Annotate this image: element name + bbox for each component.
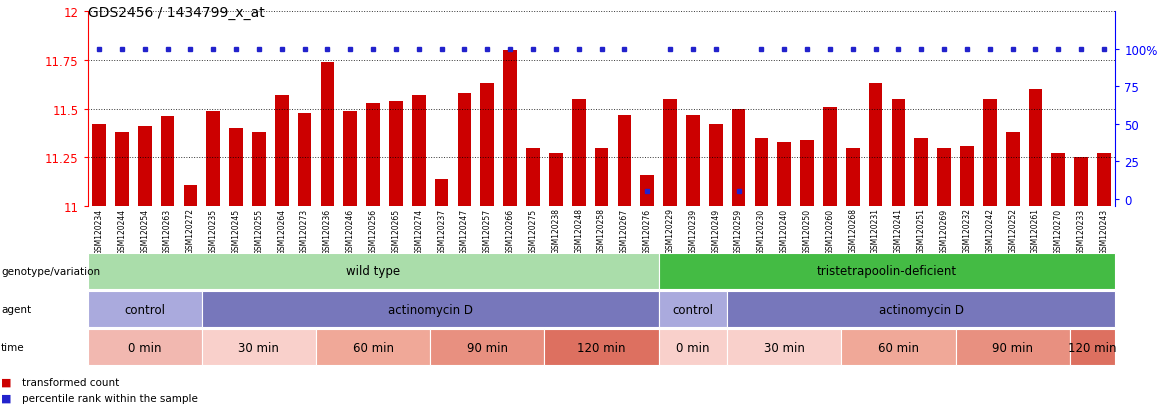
Bar: [434, 179, 449, 206]
Text: agent: agent: [1, 304, 32, 314]
Bar: [709, 125, 723, 206]
Bar: [891, 100, 905, 206]
Text: tristetrapoolin-deficient: tristetrapoolin-deficient: [816, 265, 957, 278]
Bar: [1075, 158, 1089, 206]
Text: 90 min: 90 min: [992, 341, 1034, 354]
Text: 30 min: 30 min: [764, 341, 805, 354]
Bar: [823, 107, 836, 206]
Bar: [503, 51, 517, 206]
Bar: [640, 176, 654, 206]
Text: percentile rank within the sample: percentile rank within the sample: [22, 393, 199, 403]
Text: ■: ■: [1, 393, 12, 403]
Bar: [1051, 154, 1065, 206]
Bar: [915, 139, 929, 206]
Text: time: time: [1, 342, 25, 352]
Text: 30 min: 30 min: [238, 341, 279, 354]
Text: actinomycin D: actinomycin D: [878, 303, 964, 316]
Text: 60 min: 60 min: [878, 341, 919, 354]
Bar: [412, 96, 425, 206]
Text: transformed count: transformed count: [22, 377, 119, 387]
Bar: [618, 115, 631, 206]
Bar: [778, 142, 791, 206]
Bar: [274, 96, 288, 206]
Text: 120 min: 120 min: [1069, 341, 1117, 354]
Bar: [343, 112, 357, 206]
Text: 0 min: 0 min: [128, 341, 161, 354]
Bar: [367, 104, 380, 206]
Bar: [1029, 90, 1042, 206]
Bar: [114, 133, 128, 206]
Bar: [389, 102, 403, 206]
Bar: [207, 112, 220, 206]
Bar: [960, 146, 974, 206]
Text: 90 min: 90 min: [467, 341, 508, 354]
Bar: [1006, 133, 1020, 206]
Bar: [731, 109, 745, 206]
Text: GDS2456 / 1434799_x_at: GDS2456 / 1434799_x_at: [88, 6, 264, 20]
Text: control: control: [673, 303, 714, 316]
Bar: [298, 113, 312, 206]
Bar: [480, 84, 494, 206]
Bar: [755, 139, 769, 206]
Bar: [92, 125, 106, 206]
Bar: [320, 63, 334, 206]
Bar: [595, 148, 609, 206]
Text: control: control: [124, 303, 165, 316]
Bar: [183, 185, 197, 206]
Bar: [1097, 154, 1111, 206]
Text: 120 min: 120 min: [577, 341, 626, 354]
Bar: [458, 94, 472, 206]
Bar: [161, 117, 174, 206]
Bar: [229, 129, 243, 206]
Bar: [526, 148, 540, 206]
Bar: [869, 84, 883, 206]
Text: genotype/variation: genotype/variation: [1, 266, 100, 276]
Bar: [138, 127, 152, 206]
Bar: [549, 154, 563, 206]
Bar: [572, 100, 585, 206]
Text: ■: ■: [1, 377, 12, 387]
Bar: [800, 140, 814, 206]
Bar: [663, 100, 677, 206]
Bar: [983, 100, 996, 206]
Text: 0 min: 0 min: [676, 341, 710, 354]
Bar: [846, 148, 860, 206]
Bar: [937, 148, 951, 206]
Text: wild type: wild type: [346, 265, 401, 278]
Text: actinomycin D: actinomycin D: [388, 303, 473, 316]
Text: 60 min: 60 min: [353, 341, 394, 354]
Bar: [252, 133, 266, 206]
Bar: [686, 115, 700, 206]
